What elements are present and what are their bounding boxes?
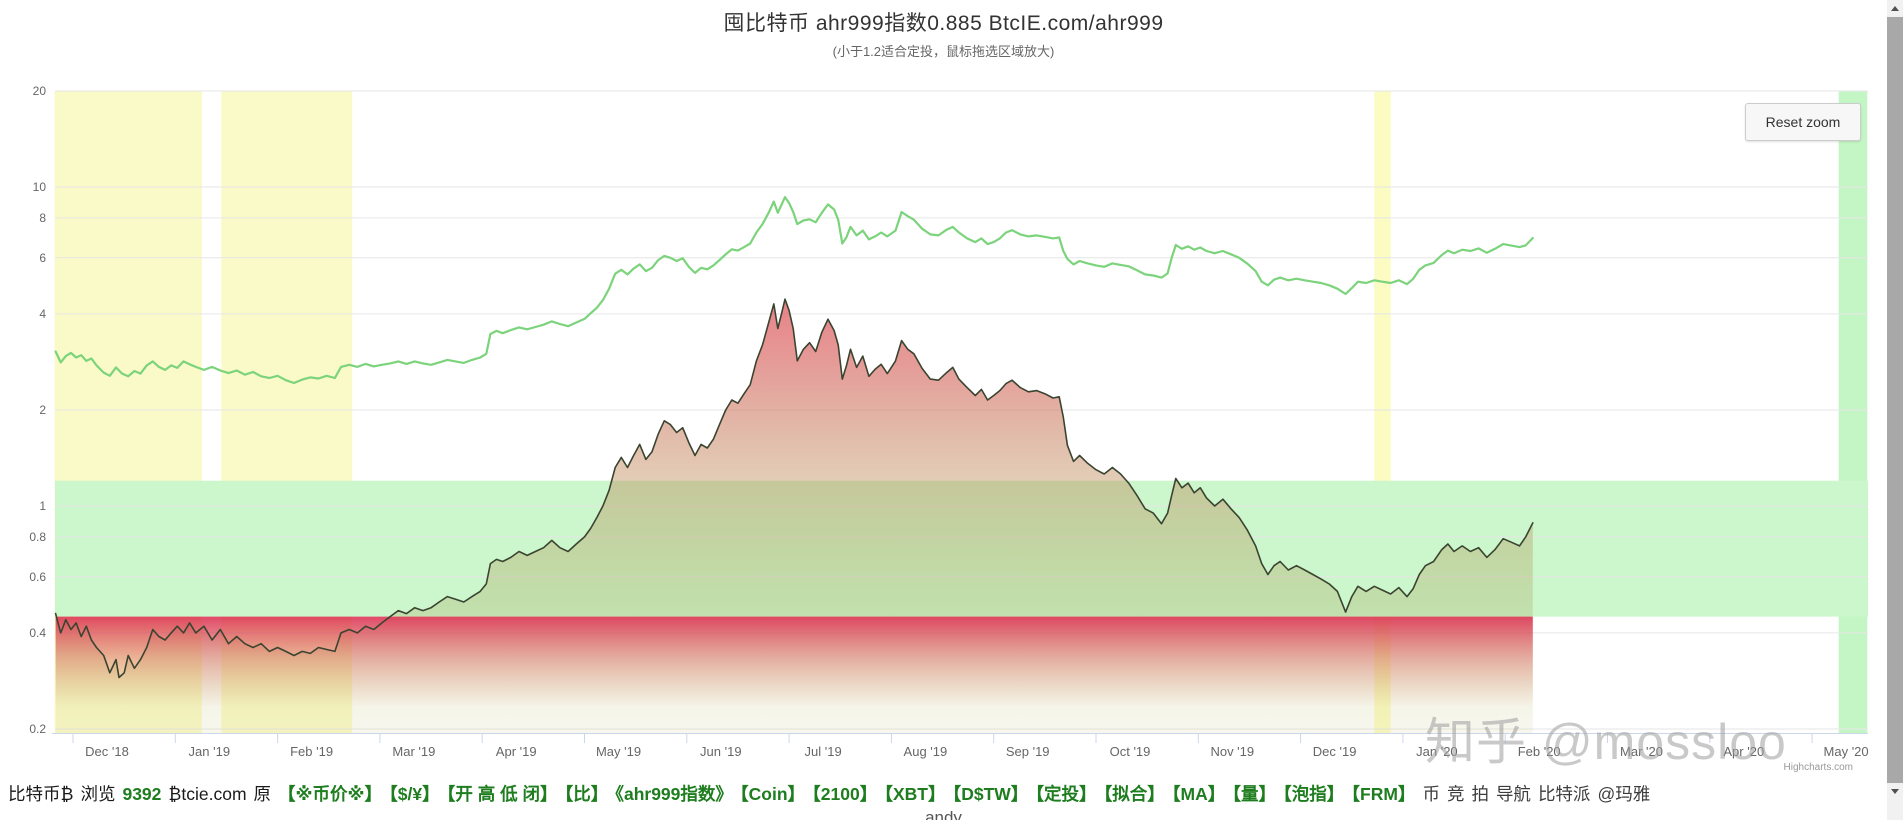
y-axis-label-0.8: 0.8 — [29, 530, 46, 544]
bottom-bar-text: ₿tcie.com — [168, 784, 247, 804]
bottom-bar-link[interactable]: 【量】 — [1232, 784, 1277, 804]
bottom-bar-link[interactable]: 【※币价※】 — [278, 784, 383, 804]
x-axis-label-11: Nov '19 — [1210, 744, 1254, 759]
bottom-bar-link[interactable]: 【MA】 — [1171, 784, 1226, 804]
chart-title: 囤比特币 ahr999指数0.885 BtcIE.com/ahr999 — [723, 12, 1164, 35]
bottom-bar-nav-link[interactable]: 导航 — [1495, 784, 1531, 804]
x-axis-label-10: Oct '19 — [1110, 744, 1151, 759]
scrollbar-thumb[interactable] — [1887, 17, 1903, 783]
bottom-bar-nav-link[interactable]: 币 — [1422, 784, 1440, 804]
y-axis-label-8: 8 — [39, 211, 46, 225]
red-bottom-zone — [55, 616, 1533, 707]
x-axis-label-2: Feb '19 — [290, 744, 333, 759]
x-axis-label-4: Apr '19 — [496, 744, 537, 759]
up-arrow-icon — [1891, 6, 1899, 11]
bottom-bar-link[interactable]: 【开 高 低 闭】 — [446, 784, 558, 804]
x-axis-label-17: May '20 — [1824, 744, 1869, 759]
bottom-bar-link[interactable]: 【定投】 — [1035, 784, 1097, 804]
view-count: 9392 — [122, 784, 162, 804]
bottom-bar-link[interactable]: 【2100】 — [812, 784, 878, 804]
bottom-toolbar-links: 比特币₿ 浏览 9392 ₿tcie.com 原【※币价※】 【$/¥】 【开 高 低 闭】… — [8, 782, 1657, 806]
bottom-bar-link[interactable]: 【FRM】 — [1351, 784, 1416, 804]
bottom-toolbar: 比特币₿ 浏览 9392 ₿tcie.com 原【※币价※】 【$/¥】 【开 高 低 闭】… — [0, 779, 1887, 820]
reset-zoom-button[interactable]: Reset zoom — [1745, 103, 1861, 141]
down-arrow-icon — [1891, 789, 1899, 794]
y-axis-label-0.4: 0.4 — [29, 626, 46, 640]
highcharts-container: Dec '18 Jan '19 Feb '19 Mar '19 Apr '19 May '… — [0, 0, 1887, 778]
bottom-bar-link[interactable]: 【拟合】 — [1103, 784, 1165, 804]
x-axis-label-13: Jan '20 — [1416, 744, 1458, 759]
bottom-second-line-link[interactable]: andy — [925, 808, 962, 820]
bottom-bar-link[interactable]: 【$/¥】 — [389, 784, 440, 804]
x-plot-band-3 — [1838, 91, 1868, 733]
ahr999-line — [54, 298, 1534, 679]
price-line — [54, 196, 1534, 385]
bottom-bar-link[interactable]: 《ahr999指数》 — [615, 784, 733, 804]
x-axis-label-1: Jan '19 — [189, 744, 231, 759]
scrollbar-up-button[interactable] — [1887, 0, 1903, 17]
highcharts-credits-link[interactable]: Highcharts.com — [1783, 762, 1853, 773]
bottom-bar-link[interactable]: 【D$TW】 — [952, 784, 1029, 804]
x-axis-label-3: Mar '19 — [392, 744, 435, 759]
x-axis-label-5: May '19 — [596, 744, 641, 759]
y-axis-label-6: 6 — [39, 251, 46, 265]
bottom-bar-link[interactable]: 【XBT】 — [884, 784, 946, 804]
plot-area[interactable]: Dec '18 Jan '19 Feb '19 Mar '19 Apr '19 May '… — [0, 0, 1887, 778]
y-axis-label-2: 2 — [39, 403, 46, 417]
bottom-bar-link[interactable]: 【Coin】 — [739, 784, 806, 804]
x-axis-label-7: Jul '19 — [805, 744, 842, 759]
x-axis-label-15: Mar '20 — [1620, 744, 1663, 759]
x-axis-label-0: Dec '18 — [85, 744, 129, 759]
x-axis-label-9: Sep '19 — [1006, 744, 1050, 759]
y-axis-label-1: 1 — [39, 499, 46, 513]
bottom-bar-nav-link[interactable]: @玛雅 — [1597, 784, 1651, 804]
x-axis-label-8: Aug '19 — [904, 744, 948, 759]
bottom-bar-text: 原 — [253, 784, 272, 804]
x-axis-label-16: Apr '20 — [1723, 744, 1764, 759]
bottom-bar-link[interactable]: 【比】 — [564, 784, 609, 804]
bottom-bar-nav-link[interactable]: 竞 — [1446, 784, 1465, 804]
y-axis-label-10: 10 — [33, 180, 47, 194]
x-axis-label-12: Dec '19 — [1313, 744, 1357, 759]
scrollbar-down-button[interactable] — [1887, 783, 1903, 800]
bottom-bar-nav-link[interactable]: 拍 — [1471, 784, 1489, 804]
chart-subtitle: (小于1.2适合定投，鼠标拖选区域放大) — [832, 44, 1055, 59]
y-axis-label-0.6: 0.6 — [29, 570, 46, 584]
y-axis-label-4: 4 — [39, 307, 46, 321]
bottom-bar-text: 浏览 — [80, 784, 116, 804]
y-axis-label-20: 20 — [33, 84, 47, 98]
x-axis-label-14: Feb '20 — [1518, 744, 1561, 759]
y-axis-label-0.2: 0.2 — [29, 722, 46, 736]
bottom-bar-text: 比特币₿ — [8, 784, 74, 804]
x-axis-label-6: Jun '19 — [700, 744, 742, 759]
bottom-bar-link[interactable]: 【泡指】 — [1283, 784, 1345, 804]
bottom-bar-nav-link[interactable]: 比特派 — [1537, 784, 1591, 804]
vertical-scrollbar[interactable] — [1887, 0, 1903, 820]
